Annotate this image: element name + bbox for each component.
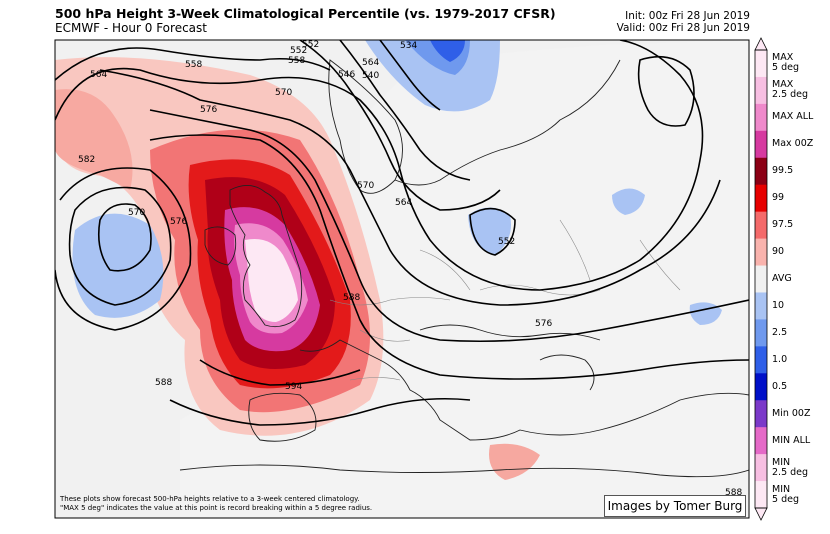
colorbar-swatch	[755, 481, 767, 509]
colorbar-label: 90	[772, 246, 785, 258]
colorbar-label: MAX 2.5 deg	[772, 79, 809, 101]
map-subtitle: ECMWF - Hour 0 Forecast	[55, 21, 207, 35]
colorbar-min-arrow	[754, 507, 768, 521]
contour-label: 588	[343, 293, 360, 303]
contour-label: 582	[78, 155, 95, 165]
colorbar-swatch	[755, 319, 767, 347]
footnote-line-2: "MAX 5 deg" indicates the value at this …	[60, 504, 373, 512]
contour-label: 558	[185, 60, 202, 70]
contour-label: 564	[362, 58, 379, 68]
contour-label: 576	[200, 105, 217, 115]
colorbar-swatch	[755, 103, 767, 132]
colorbar-label: MIN 5 deg	[772, 483, 799, 505]
colorbar-swatch	[755, 50, 767, 78]
colorbar-label: 99	[772, 192, 785, 204]
init-time: Init: 00z Fri 28 Jun 2019	[625, 10, 750, 22]
contour-label: 540	[362, 71, 379, 81]
colorbar-swatch	[755, 265, 767, 293]
contour-label: 588	[725, 488, 742, 498]
colorbar-label: AVG	[772, 273, 792, 284]
colorbar-label: MAX 5 deg	[772, 52, 799, 74]
colorbar-label: MAX ALL	[772, 111, 814, 123]
contour-label: 570	[275, 88, 292, 98]
colorbar-label: 2.5	[772, 326, 788, 338]
colorbar-label: 97.5	[772, 219, 794, 231]
footnote-line-1: These plots show forecast 500-hPa height…	[60, 495, 360, 503]
height-contours	[55, 40, 749, 426]
contour-labels: 564 570 576 582 558 552 546 540 534 552 …	[78, 40, 742, 498]
contour-label: 552	[498, 237, 515, 247]
title-block: 500 hPa Height 3-Week Climatological Per…	[55, 6, 556, 35]
colorbar-label: MIN 2.5 deg	[772, 456, 809, 478]
contour-label: 552	[290, 46, 307, 56]
colorbar	[754, 37, 768, 521]
map-frame	[54, 39, 750, 519]
contour-label: 534	[400, 41, 417, 51]
footnote: These plots show forecast 500-hPa height…	[60, 495, 372, 513]
contour-label: 564	[90, 70, 107, 80]
contour-label: 576	[535, 319, 552, 329]
colorbar-frame	[754, 49, 768, 509]
colorbar-swatch	[755, 427, 767, 455]
colorbar-swatch	[755, 184, 767, 213]
contour-label: 588	[155, 378, 172, 388]
colorbar-label: 0.5	[772, 380, 788, 392]
colorbar-swatch	[755, 292, 767, 320]
colorbar-swatch	[755, 76, 767, 105]
coastlines	[179, 59, 749, 478]
contour-label: 570	[357, 181, 374, 191]
contour-label: 546	[338, 70, 355, 80]
colorbar-label: 1.0	[772, 353, 788, 365]
contour-label: 552	[302, 40, 319, 50]
colorbar-label: 99.5	[772, 165, 794, 177]
credit-box: Images by Tomer Burg	[604, 495, 746, 517]
colorbar-label: Max 00Z	[772, 138, 814, 150]
contour-label: 594	[285, 382, 302, 392]
colorbar-label: 10	[772, 299, 785, 311]
colorbar-swatch	[755, 400, 767, 428]
contour-label: 558	[288, 56, 305, 66]
time-block: Init: 00z Fri 28 Jun 2019 Valid: 00z Fri…	[617, 10, 750, 34]
colorbar-swatch	[755, 373, 767, 401]
colorbar-swatch	[755, 454, 767, 482]
colorbar-swatch	[755, 238, 767, 267]
colorbar-swatch	[755, 157, 767, 186]
negative-anomaly-shading	[72, 40, 722, 325]
colorbar-max-arrow	[754, 37, 768, 51]
colorbar-label: MIN ALL	[772, 434, 811, 446]
colorbar-label: Min 00Z	[772, 407, 811, 419]
contour-label: 570	[128, 208, 145, 218]
contour-label: 564	[395, 198, 412, 208]
valid-time: Valid: 00z Fri 28 Jun 2019	[616, 22, 750, 34]
map-title: 500 hPa Height 3-Week Climatological Per…	[55, 6, 556, 21]
colorbar-swatch	[755, 130, 767, 159]
colorbar-swatch	[755, 346, 767, 374]
colorbar-swatch	[755, 211, 767, 240]
contour-label: 576	[170, 217, 187, 227]
